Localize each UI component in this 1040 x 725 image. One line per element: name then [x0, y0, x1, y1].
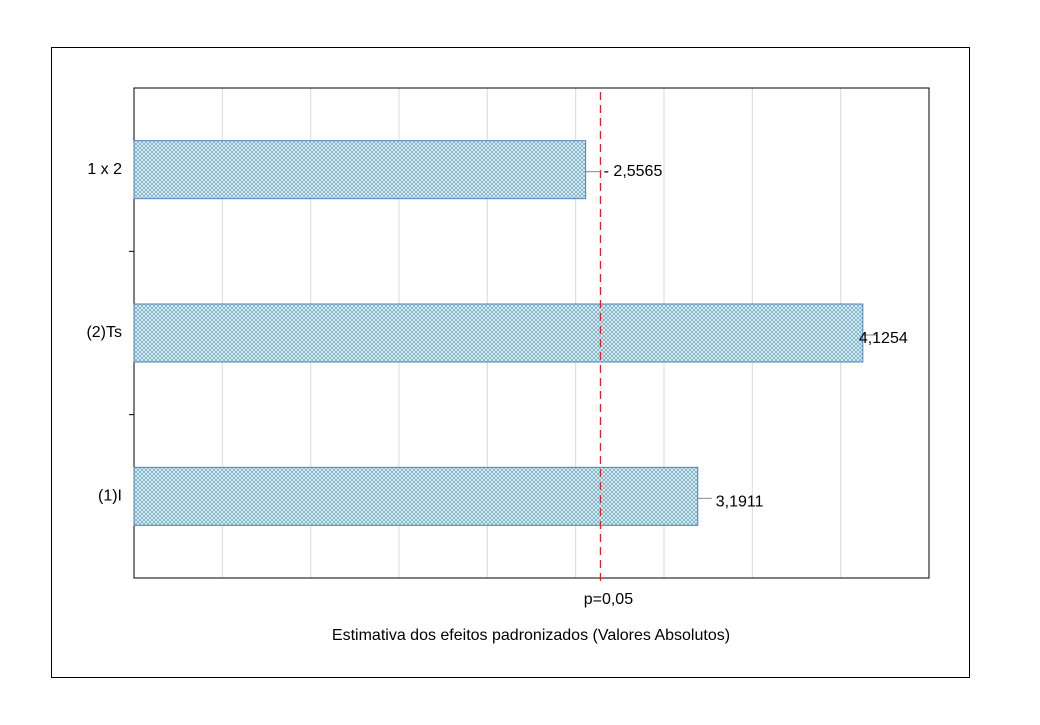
y-tick-label: (2)Ts: [86, 324, 122, 341]
bar: [133, 466, 699, 526]
value-label: 3,1911: [716, 494, 764, 511]
value-label: - 2,5565: [604, 163, 663, 180]
x-axis-label: Estimativa dos efeitos padronizados (Val…: [332, 627, 730, 644]
y-tick-label: (1)I: [98, 488, 122, 505]
reference-label: p=0,05: [584, 591, 633, 608]
bar: [133, 303, 864, 363]
value-label: 4,1254: [859, 330, 908, 347]
y-tick-label: 1 x 2: [87, 161, 122, 178]
bar: [133, 140, 587, 200]
